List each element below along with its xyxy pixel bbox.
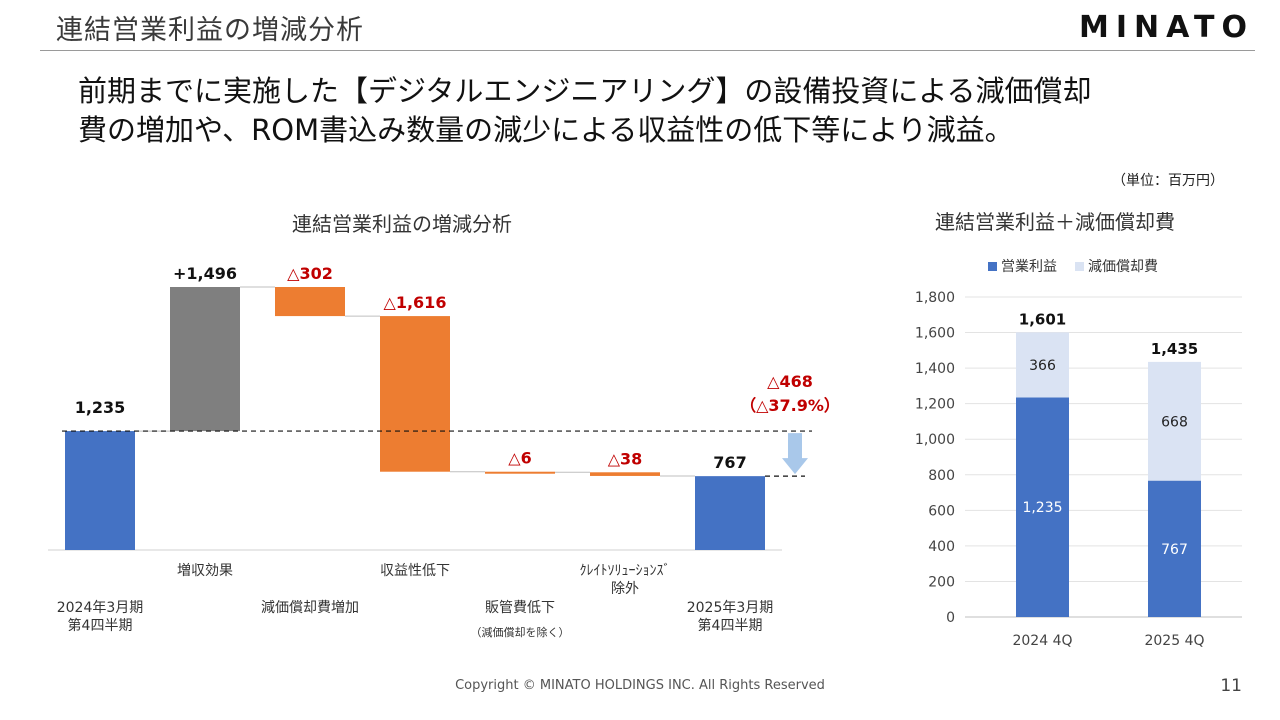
waterfall-category-label: 減価償却費増加 — [261, 599, 359, 616]
waterfall-bar — [590, 472, 660, 476]
stacked-bar-depreciation — [1016, 332, 1069, 398]
unit-note: （単位：百万円） — [1112, 173, 1224, 189]
headline: 前期までに実施した【デジタルエンジニアリング】の設備投資による減価償却 費の増加… — [78, 72, 1228, 150]
waterfall-value-label: △302 — [287, 264, 333, 283]
stacked-ytick-label: 1,200 — [915, 397, 955, 413]
stacked-category-label: 2024 4Q — [1012, 633, 1072, 649]
stacked-chart-legend: 営業利益 減価償却費 — [988, 256, 1170, 276]
stacked-ytick-label: 1,400 — [915, 361, 955, 377]
waterfall-bar — [65, 431, 135, 550]
stacked-value-label: 668 — [1161, 414, 1188, 430]
waterfall-value-label: +1,496 — [173, 264, 237, 283]
stacked-ytick-label: 800 — [928, 468, 955, 484]
stacked-value-label: 366 — [1029, 358, 1056, 374]
company-logo: MINATO — [1079, 10, 1254, 45]
legend-label: 減価償却費 — [1088, 259, 1158, 275]
stacked-bar-depreciation — [1148, 361, 1201, 481]
stacked-bar-operating-profit — [1016, 397, 1069, 617]
waterfall-category-sublabel: （減価償却を除く） — [471, 625, 570, 639]
stacked-value-label: 767 — [1161, 542, 1188, 558]
title-rule — [40, 50, 1255, 51]
waterfall-category-label: 除外 — [611, 581, 639, 597]
stacked-ytick-label: 1,800 — [915, 290, 955, 306]
stacked-ytick-label: 200 — [928, 574, 955, 590]
waterfall-category-label: 収益性低下 — [380, 563, 450, 579]
copyright-footer: Copyright © MINATO HOLDINGS INC. All Rig… — [455, 678, 825, 693]
stacked-total-label: 1,601 — [1019, 310, 1066, 328]
waterfall-value-label: △38 — [608, 449, 643, 468]
waterfall-category-label: 2025年3月期 — [687, 600, 774, 616]
stacked-value-label: 1,235 — [1022, 500, 1062, 516]
legend-item-depreciation: 減価償却費 — [1075, 256, 1158, 276]
waterfall-category-label: 2024年3月期 — [57, 600, 144, 616]
headline-line-2: 費の増加や、ROM書込み数量の減少による収益性の低下等により減益。 — [78, 113, 1014, 147]
legend-item-operating-profit: 営業利益 — [988, 256, 1057, 276]
stacked-category-label: 2025 4Q — [1144, 633, 1204, 649]
waterfall-value-label: 767 — [713, 453, 746, 472]
change-amount-label: △468 — [767, 372, 813, 391]
stacked-total-label: 1,435 — [1151, 340, 1198, 358]
waterfall-category-label: 第4四半期 — [698, 617, 763, 634]
waterfall-chart-title: 連結営業利益の増減分析 — [292, 212, 512, 236]
waterfall-category-label: ｸﾚｲﾄｿﾘｭｰｼｮﾝｽﾞ — [580, 563, 671, 579]
page-number: 11 — [1220, 676, 1242, 696]
waterfall-bar — [695, 476, 765, 550]
change-percent-label: （△37.9%） — [740, 396, 840, 415]
waterfall-bar — [275, 287, 345, 317]
waterfall-bar — [380, 316, 450, 472]
stacked-ytick-label: 1,000 — [915, 432, 955, 448]
waterfall-value-label: 1,235 — [75, 398, 126, 417]
stacked-ytick-label: 400 — [928, 539, 955, 555]
waterfall-category-label: 販管費低下 — [485, 600, 555, 616]
decrease-arrow-icon — [782, 433, 808, 475]
legend-swatch-light-blue — [1075, 261, 1084, 271]
waterfall-category-label: 第4四半期 — [68, 617, 133, 634]
headline-line-1: 前期までに実施した【デジタルエンジニアリング】の設備投資による減価償却 — [78, 74, 1092, 108]
legend-swatch-blue — [988, 261, 997, 271]
stacked-ytick-label: 1,600 — [915, 326, 955, 342]
waterfall-value-label: △6 — [508, 449, 531, 468]
legend-label: 営業利益 — [1001, 259, 1057, 275]
stacked-bar-operating-profit — [1148, 480, 1201, 617]
stacked-chart-title: 連結営業利益＋減価償却費 — [935, 210, 1175, 234]
waterfall-value-label: △1,616 — [384, 293, 447, 312]
waterfall-bar — [170, 287, 240, 432]
waterfall-category-label: 増収効果 — [177, 563, 233, 579]
waterfall-bar — [485, 471, 555, 474]
stacked-ytick-label: 600 — [928, 503, 955, 519]
stacked-ytick-label: 0 — [946, 610, 955, 626]
page-title: 連結営業利益の増減分析 — [56, 15, 364, 46]
